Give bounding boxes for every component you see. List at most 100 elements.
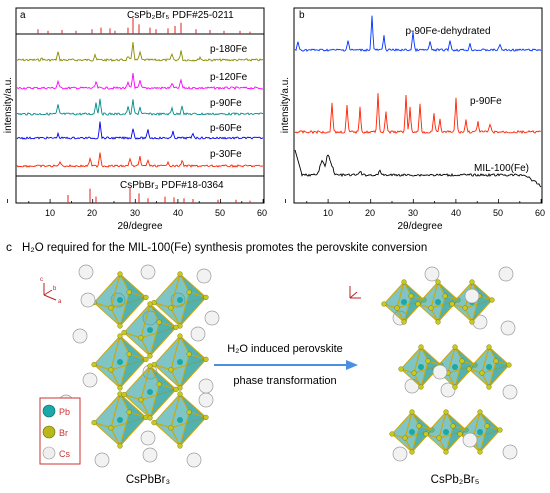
pb-atom: [177, 417, 183, 423]
cs-atom: [94, 452, 110, 468]
p-120fe-trace: [16, 73, 264, 91]
cs-atom: [190, 326, 206, 342]
cs-atom: [198, 378, 214, 394]
panel-a-series-label: p-120Fe: [210, 72, 248, 83]
br-atom: [186, 409, 192, 415]
br-atom: [477, 449, 483, 455]
br-atom: [401, 319, 407, 325]
br-atom: [477, 409, 483, 415]
cs-atom: [498, 266, 514, 282]
br-atom: [117, 271, 123, 277]
br-atom: [466, 366, 472, 372]
br-atom: [91, 420, 97, 426]
p-30fe-trace: [16, 152, 264, 168]
cspbbr3-label: CsPbBr₃: [126, 474, 171, 486]
cs-atom: [392, 446, 408, 462]
br-atom: [469, 319, 475, 325]
panel-a-series-label: p-180Fe: [210, 44, 248, 55]
br-atom: [143, 294, 149, 301]
br-atom: [401, 279, 407, 285]
br-atom: [108, 367, 114, 373]
panel-a-ref-top: CsPb₂Br₅ PDF#25-0211: [127, 10, 234, 21]
br-atom: [203, 294, 209, 301]
br-atom: [108, 305, 114, 311]
br-atom: [186, 351, 192, 357]
panel-b-x-ticks: [285, 199, 542, 203]
br-atom: [443, 409, 449, 415]
br-atom: [126, 351, 132, 357]
br-atom: [173, 324, 179, 331]
cspbbr3-octahedron-face: [179, 411, 207, 447]
cspb2br5-structure: [381, 266, 518, 462]
panel-c-title: H₂O required for the MIL-100(Fe) synthes…: [22, 242, 427, 254]
pb-legend-label: Pb: [59, 407, 70, 417]
panel-a-frame: [15, 7, 265, 204]
br-atom: [423, 431, 429, 437]
cs-atom: [142, 447, 158, 463]
panel-b-tick-label: 40: [451, 208, 461, 218]
cspbbr3-octahedron-face: [179, 291, 207, 327]
br-atom: [486, 344, 492, 350]
br-atom: [408, 293, 414, 299]
br-atom: [177, 271, 183, 277]
panel-b-series-label: p-90Fe: [470, 96, 502, 107]
cspbbr3-octahedron-face: [119, 353, 147, 389]
cspbbr3-octahedron-face: [119, 291, 147, 327]
cs-atom: [440, 382, 456, 398]
br-atom: [147, 301, 153, 307]
arrow-caption-line2: phase transformation: [233, 375, 336, 387]
br-atom: [435, 319, 441, 325]
br-atom: [117, 443, 123, 449]
br-atom: [168, 367, 174, 373]
cs-atom: [464, 288, 480, 304]
panel-b-xlabel: 2θ/degree: [397, 221, 442, 232]
br-legend-label: Br: [59, 428, 68, 438]
panel-a-tick-label: 40: [173, 208, 183, 218]
br-atom: [457, 431, 463, 437]
br-atom: [415, 301, 421, 307]
pb-atom: [477, 429, 483, 435]
cs-atom: [72, 328, 88, 344]
pb-atom: [452, 364, 458, 370]
p-90fe-trace: [294, 93, 542, 135]
cs-atom: [78, 264, 94, 280]
br-atom: [442, 293, 448, 299]
br-atom: [156, 381, 162, 387]
br-atom: [452, 344, 458, 350]
cs-legend-ball: [42, 446, 56, 460]
p-180fe-trace: [16, 42, 264, 62]
panel-b-series-label: p-90Fe-dehydrated: [405, 26, 490, 37]
br-atom: [479, 370, 485, 376]
br-atom: [168, 425, 174, 431]
br-atom: [177, 443, 183, 449]
panel-a-tick-label: 10: [45, 208, 55, 218]
pb-atom: [486, 364, 492, 370]
br-atom: [177, 391, 183, 397]
cspbbr3-octahedron-face: [149, 321, 177, 357]
br-atom: [108, 425, 114, 431]
br-atom: [203, 356, 209, 363]
axis-label-c: c: [40, 277, 43, 283]
br-atom: [147, 353, 153, 359]
cs-atom: [424, 266, 440, 282]
panel-a-letter: a: [20, 10, 26, 21]
cs-atom: [140, 264, 156, 280]
br-atom: [91, 362, 97, 368]
br-atom: [493, 358, 499, 364]
panel-c-letter: c: [6, 240, 12, 254]
br-atom: [486, 384, 492, 390]
br-atom: [411, 370, 417, 376]
panel-a-ref-top-ticks: [37, 18, 251, 34]
panel-a-series-label: p-30Fe: [210, 149, 242, 160]
br-atom: [126, 409, 132, 415]
arrow-caption-line1: H₂O induced perovskite: [227, 343, 343, 355]
p-90fe-trace: [16, 98, 264, 116]
cspbbr3-octahedron-face: [119, 411, 147, 447]
br-atom: [121, 330, 127, 336]
panel-b-frame: [293, 7, 543, 204]
br-atom: [402, 435, 408, 441]
br-atom: [203, 414, 209, 421]
mil-100-fe-trace: [294, 149, 542, 188]
cs-atom: [82, 372, 98, 388]
br-atom: [409, 449, 415, 455]
